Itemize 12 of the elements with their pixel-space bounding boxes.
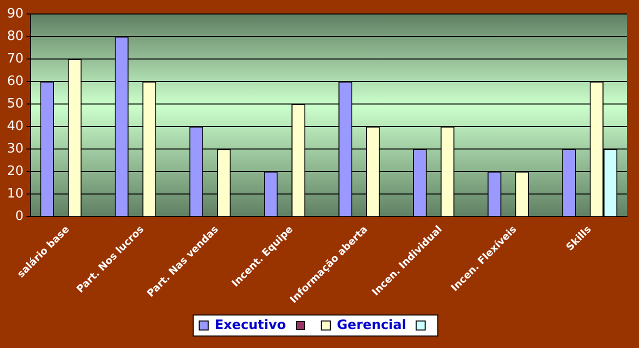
y-tick-label: 0 <box>15 209 24 224</box>
y-tick-label: 60 <box>6 74 24 89</box>
legend-label: Executivo <box>214 318 286 333</box>
y-tick-label: 90 <box>6 6 24 22</box>
y-tick-label: 50 <box>6 96 24 112</box>
legend-label: Gerencial <box>336 318 406 333</box>
y-tick-label: 70 <box>6 51 24 66</box>
y-tick-label: 10 <box>6 186 24 202</box>
y-tick-label: 40 <box>6 119 24 134</box>
y-tick-label: 80 <box>6 28 24 44</box>
y-tick-label: 20 <box>6 164 24 180</box>
y-tick-label: 30 <box>6 142 24 157</box>
